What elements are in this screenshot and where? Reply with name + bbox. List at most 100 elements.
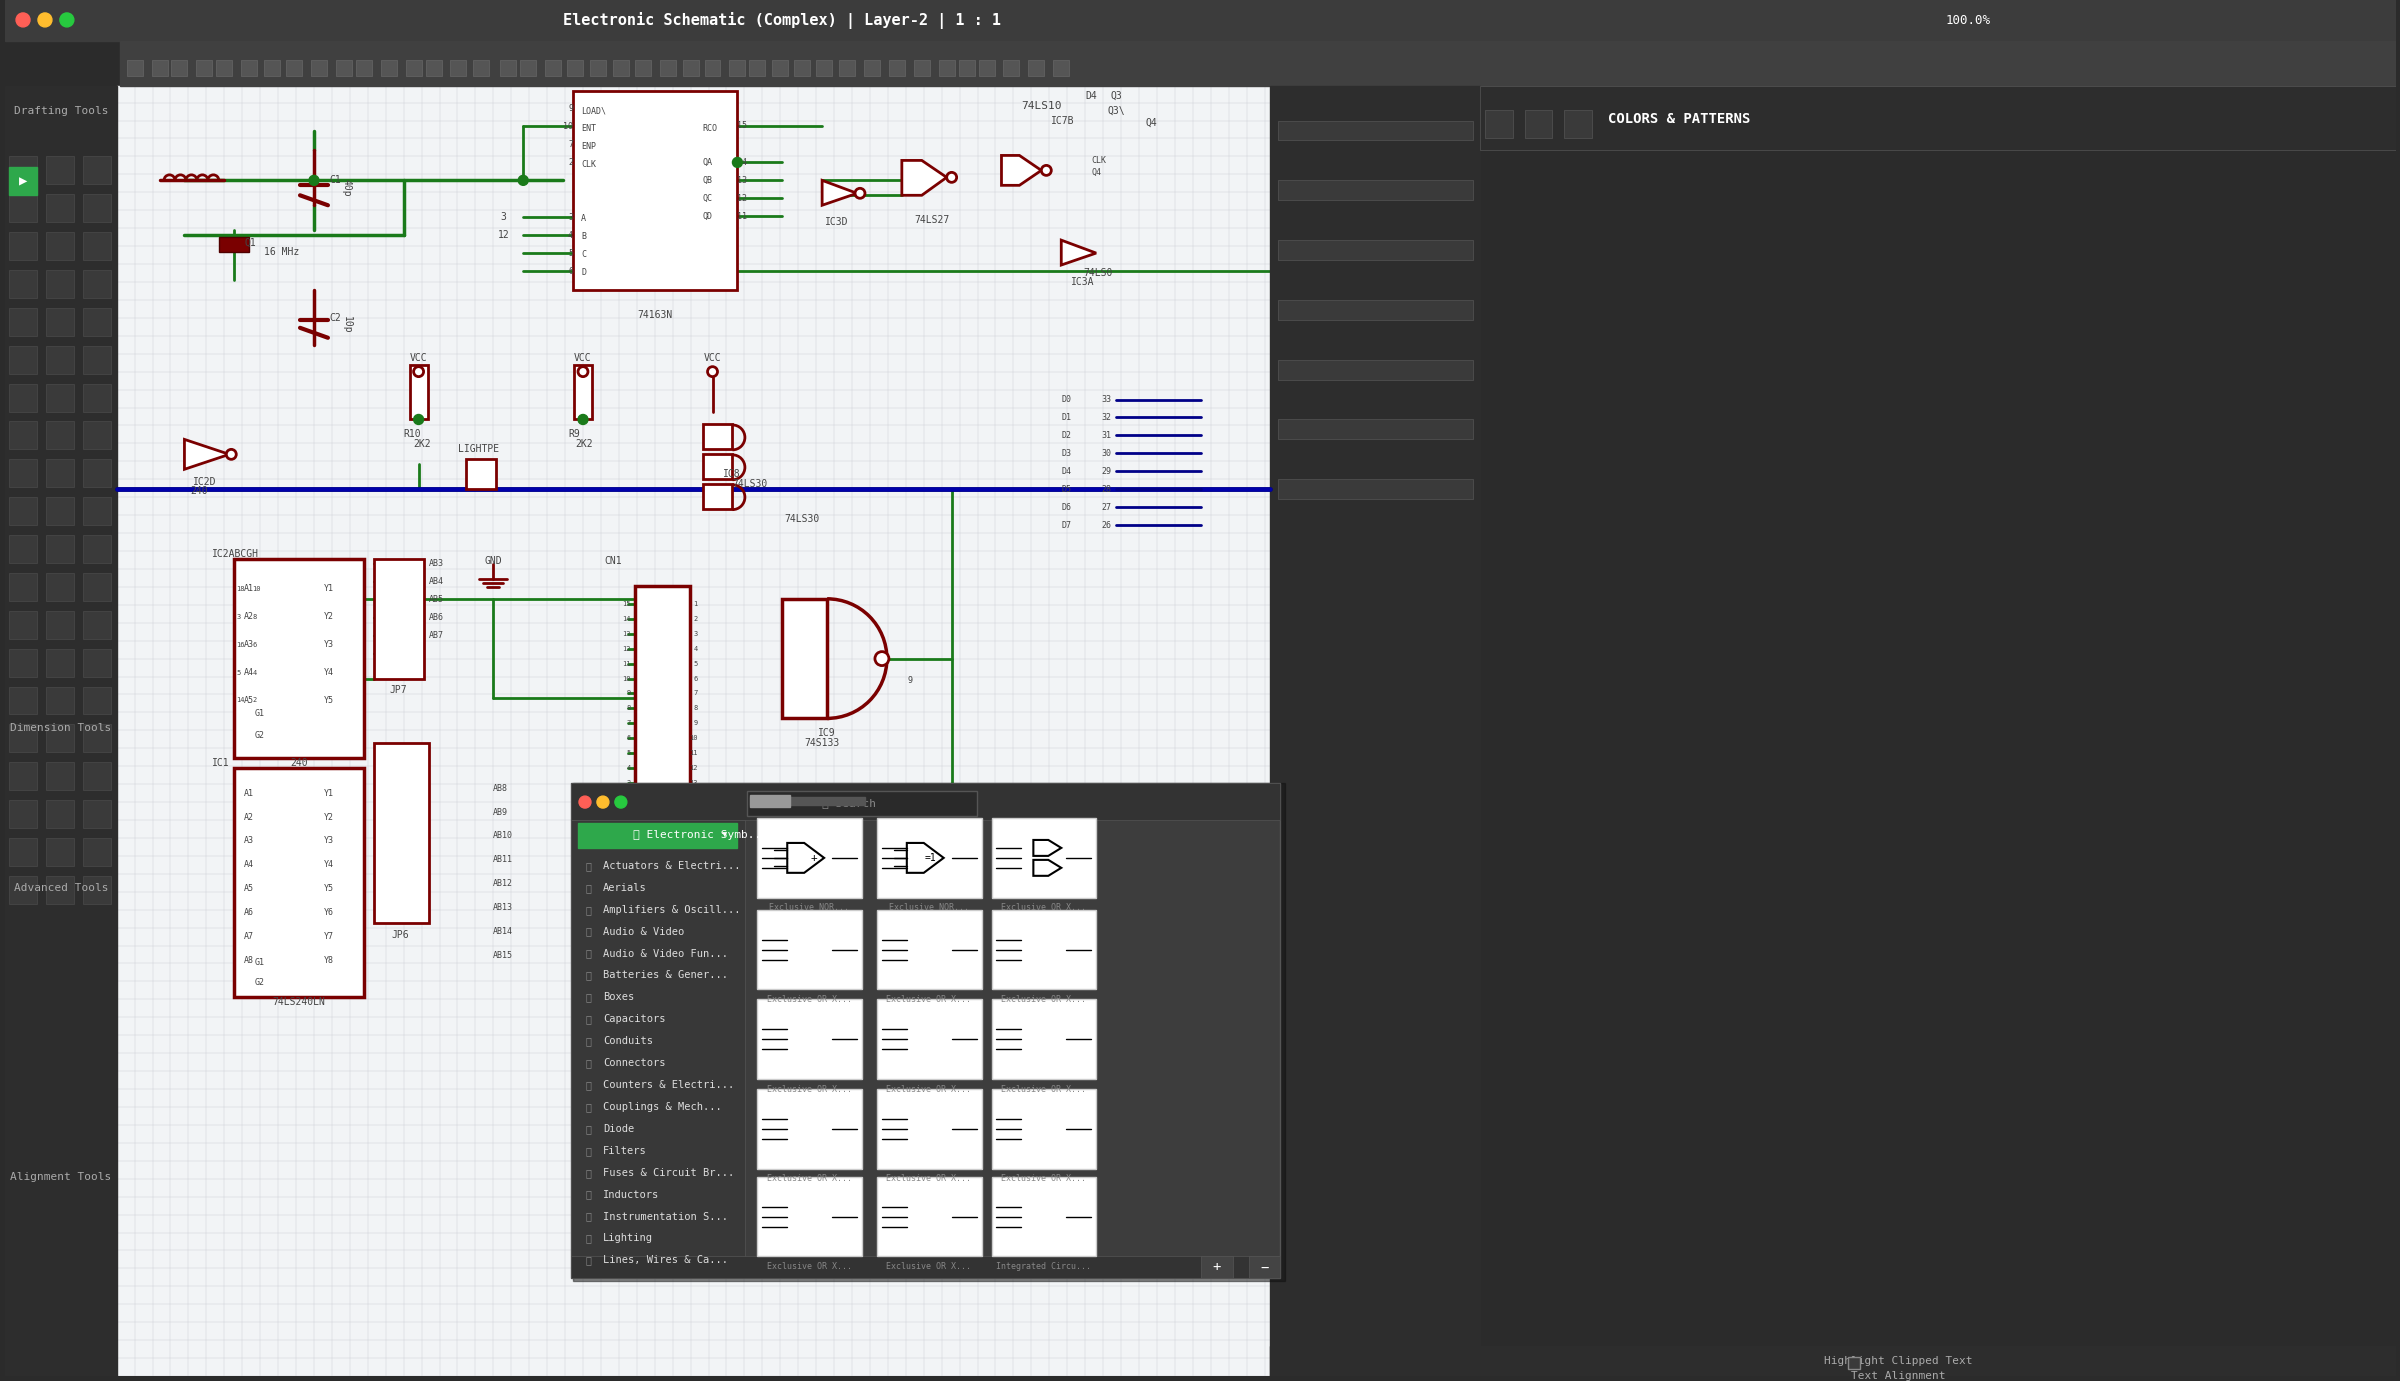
Text: G2: G2 [254,978,264,987]
Text: 3: 3 [694,631,698,637]
Circle shape [60,12,74,26]
Text: AB15: AB15 [494,952,514,960]
Text: AB10: AB10 [494,831,514,841]
Text: D4: D4 [1061,467,1070,476]
Bar [425,59,442,76]
Bar [10,308,36,336]
Text: 6: 6 [252,642,257,648]
Text: 9: 9 [626,690,631,696]
Bar [84,271,110,298]
Bar [10,762,36,790]
Bar [10,725,36,753]
Circle shape [578,367,588,377]
Bar [84,156,110,184]
Text: 15: 15 [737,122,746,130]
Bar [730,59,746,76]
Text: 10: 10 [252,586,262,592]
Text: AB6: AB6 [430,613,444,623]
Bar [46,534,74,563]
Text: Aerials: Aerials [602,882,646,892]
Text: LIGHTPE: LIGHTPE [458,445,499,454]
Text: AB12: AB12 [494,880,514,888]
Bar [1279,120,1474,141]
Text: VCC: VCC [574,352,593,363]
Text: JP7: JP7 [389,685,408,696]
Text: 74LS10: 74LS10 [1022,101,1061,110]
Bar [1279,359,1474,380]
Text: Exclusive OR X...: Exclusive OR X... [766,994,852,1004]
Text: JP6: JP6 [391,929,410,939]
Text: +: + [811,853,818,863]
Bar [151,59,168,76]
Text: 6: 6 [569,267,574,276]
Text: Y4: Y4 [324,668,334,677]
Bar [10,384,36,412]
Circle shape [876,652,888,666]
Bar [991,818,1097,898]
Text: Boxes: Boxes [602,993,634,1003]
Text: AB8: AB8 [494,783,509,793]
Text: 2: 2 [694,616,698,621]
Bar [127,59,142,76]
Bar [958,59,974,76]
Bar [84,762,110,790]
Bar [235,768,365,997]
Text: Y4: Y4 [324,860,334,870]
Bar [84,800,110,829]
Bar [703,424,732,449]
Bar [46,686,74,714]
Bar [574,783,1286,1282]
Text: 2: 2 [626,795,631,801]
Text: 74LS0: 74LS0 [1082,268,1114,278]
Text: 📄: 📄 [586,993,593,1003]
Bar [706,59,720,76]
Bar [451,59,466,76]
Text: 40p: 40p [341,178,353,196]
Bar [794,59,811,76]
Text: QC: QC [703,193,713,203]
Text: 74LS27: 74LS27 [914,215,950,225]
Circle shape [578,795,590,808]
Text: 14: 14 [689,795,698,801]
Text: 📄: 📄 [586,1124,593,1134]
Bar [10,156,36,184]
Text: VCC: VCC [410,352,427,363]
Text: D4: D4 [1085,91,1097,101]
Bar [751,795,790,807]
Text: D0: D0 [1061,395,1070,405]
Text: A3: A3 [245,641,254,649]
Text: Filters: Filters [602,1146,646,1156]
Text: Instrumentation S...: Instrumentation S... [602,1211,727,1222]
Text: D5: D5 [1061,485,1070,494]
Bar [10,232,36,260]
Text: IC8: IC8 [722,470,739,479]
Text: 10p: 10p [341,316,353,334]
Bar [840,59,854,76]
Text: 📄: 📄 [586,905,593,914]
Bar [10,195,36,222]
Bar [336,59,353,76]
Text: Q3\: Q3\ [1106,105,1126,116]
Text: 6: 6 [626,735,631,742]
Text: 📄: 📄 [586,1233,593,1243]
Bar [571,783,1282,1279]
Bar [758,1000,862,1079]
Text: 📄: 📄 [586,882,593,892]
Text: Batteries & Gener...: Batteries & Gener... [602,971,727,981]
Bar [84,649,110,677]
Bar [574,365,593,420]
Text: AB11: AB11 [494,855,514,865]
Text: 📄: 📄 [586,860,593,871]
Circle shape [708,367,718,377]
Bar [876,1090,982,1168]
Text: QB: QB [703,175,713,185]
Bar [46,838,74,866]
Polygon shape [1061,240,1097,265]
Bar [312,59,326,76]
Bar [46,573,74,601]
Text: 6: 6 [694,675,698,682]
Circle shape [310,175,319,185]
Text: Exclusive OR X...: Exclusive OR X... [1001,903,1085,913]
Bar [1524,109,1553,138]
Bar [46,649,74,677]
